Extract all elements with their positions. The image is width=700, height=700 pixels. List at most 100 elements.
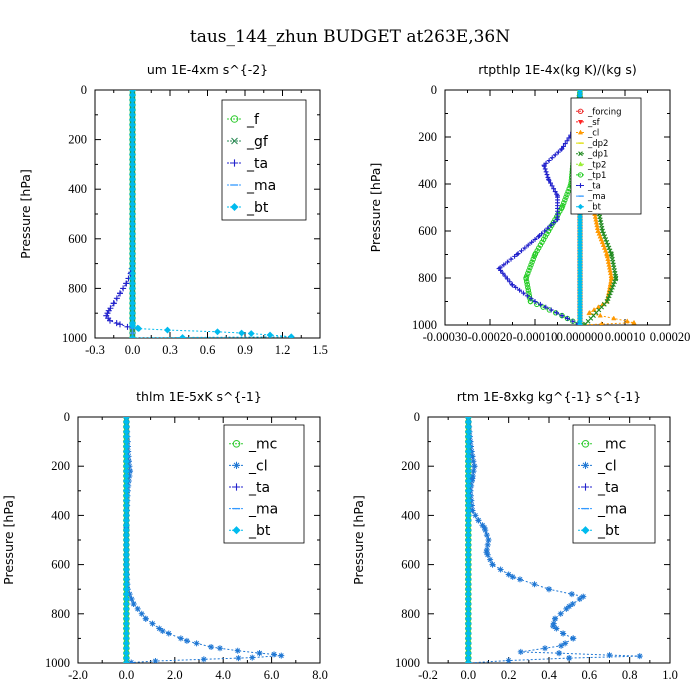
data-point (549, 183, 555, 189)
data-point (238, 329, 246, 337)
legend-marker (232, 461, 241, 469)
data-point (193, 640, 200, 647)
legend-box (223, 424, 305, 544)
data-point (565, 316, 570, 321)
data-point (555, 216, 560, 222)
y-tick-label: 800 (418, 271, 437, 285)
panel-title: thlm 1E-5xK s^{-1} (136, 389, 262, 404)
x-tick-label: -2.0 (68, 668, 88, 682)
data-point (464, 659, 472, 663)
data-point (200, 656, 207, 663)
data-point (607, 248, 613, 254)
data-point (525, 287, 532, 293)
data-point (577, 321, 583, 325)
legend-item: _tp1 (576, 171, 606, 181)
data-point (501, 262, 507, 268)
data-point (559, 313, 565, 318)
series-bt (122, 417, 130, 663)
y-tick-label: 600 (401, 558, 420, 572)
legend-label: _cl (587, 128, 599, 138)
data-point (532, 299, 538, 304)
data-point (552, 152, 558, 158)
data-point (216, 645, 223, 652)
legend-label: _ma (597, 502, 627, 518)
data-point (128, 596, 135, 603)
y-axis-label: Pressure [hPa] (1, 495, 16, 585)
data-point (505, 276, 510, 282)
series-line (105, 90, 133, 338)
data-point (234, 647, 241, 654)
data-point (576, 596, 583, 603)
legend-marker (577, 129, 584, 135)
data-point (559, 204, 565, 211)
y-tick-label: 200 (418, 130, 437, 144)
data-point (609, 252, 614, 257)
data-point (610, 285, 615, 290)
data-point (487, 556, 494, 563)
data-point (129, 334, 136, 338)
legend-item: _forcing (576, 107, 622, 117)
legend-item: _dp2 (576, 139, 608, 149)
data-point (565, 188, 571, 195)
data-point (127, 468, 134, 475)
data-point (543, 169, 549, 175)
data-point (569, 600, 576, 607)
data-point (526, 267, 532, 274)
data-point (152, 658, 159, 663)
data-point (608, 275, 615, 280)
data-point (551, 220, 557, 225)
data-point (586, 310, 592, 316)
data-point (522, 245, 528, 251)
chart-panel-1: um 1E-4xm s^{-2} Pressure [hPa] 0 200 400 600… (18, 62, 328, 357)
legend: _forcing_sf_cl_dp2_dp1_tp2_tp1_ta_ma_bt (570, 97, 642, 215)
data-point (470, 458, 477, 465)
data-point (505, 259, 510, 265)
data-point (532, 237, 538, 242)
data-point (531, 581, 538, 588)
legend-item: _ta (227, 156, 268, 172)
legend-marker (232, 440, 241, 448)
data-point (606, 293, 612, 299)
data-point (524, 279, 530, 285)
data-point (599, 321, 604, 325)
data-point (608, 287, 614, 293)
data-point (525, 270, 531, 276)
data-point (471, 463, 478, 470)
data-point (602, 234, 608, 240)
data-point (159, 628, 166, 635)
legend-item: _gf (227, 134, 269, 150)
x-tick-label: 0.6 (200, 343, 216, 357)
data-point (523, 275, 529, 281)
data-point (624, 318, 630, 324)
data-point (117, 321, 123, 328)
panel-title: rtpthlp 1E-4x(kg K)/(kg s) (478, 62, 637, 77)
data-point (612, 279, 617, 285)
y-axis-label: Pressure [hPa] (351, 495, 366, 585)
x-tick-label: 4.0 (215, 668, 231, 682)
legend-label: _ta (587, 181, 601, 191)
chart-panel-3: thlm 1E-5xK s^{-1} Pressure [hPa] 0 200 400 6… (1, 389, 328, 682)
data-point (124, 323, 131, 330)
data-point (561, 200, 567, 206)
data-point (517, 648, 524, 655)
data-point (542, 233, 548, 240)
y-tick-label: 400 (51, 508, 70, 522)
y-tick-label: 0 (64, 410, 70, 424)
data-point (566, 135, 572, 141)
data-point (489, 561, 496, 568)
x-tick-label: -0.00030 (423, 330, 468, 344)
data-point (483, 532, 490, 539)
data-point (517, 287, 522, 293)
data-point (497, 566, 504, 573)
legend-label: _ta (246, 156, 268, 172)
legend-label: _cl (248, 458, 268, 474)
legend-label: _forcing (587, 107, 622, 117)
legend-label: _tp2 (587, 160, 606, 170)
x-tick-label: 0.9 (237, 343, 253, 357)
data-point (256, 650, 263, 657)
x-tick-label: 0.00020 (650, 330, 691, 344)
data-point (562, 141, 568, 146)
data-point (468, 502, 475, 509)
y-tick-label: 0 (431, 83, 437, 97)
data-point (536, 245, 542, 251)
